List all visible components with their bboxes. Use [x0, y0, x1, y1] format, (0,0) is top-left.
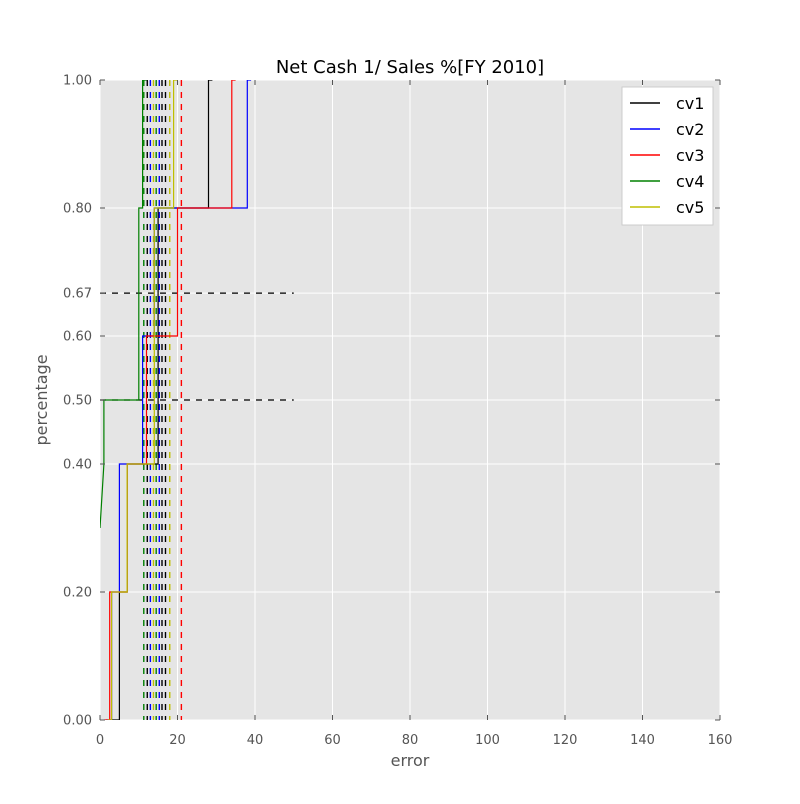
x-tick-label: 80 [402, 733, 419, 748]
data-layer [100, 80, 294, 720]
x-tick-label: 20 [169, 733, 186, 748]
legend-label-cv5: cv5 [676, 198, 704, 217]
y-tick-label: 1.00 [63, 74, 92, 89]
x-tick-label: 40 [247, 733, 264, 748]
x-tick-label: 60 [324, 733, 341, 748]
y-tick-label: 0.40 [63, 458, 92, 473]
legend-label-cv3: cv3 [676, 146, 704, 165]
x-tick-label: 160 [708, 733, 733, 748]
x-tick-label: 120 [553, 733, 578, 748]
y-tick-label: 0.00 [63, 714, 92, 729]
legend: cv1 cv2 cv3 cv4 cv5 [621, 86, 714, 226]
x-tick-label: 0 [96, 733, 104, 748]
legend-label-cv2: cv2 [676, 120, 704, 139]
chart-title: Net Cash 1/ Sales %[FY 2010] [276, 57, 544, 78]
axes: 0 20 40 60 80 100 120 140 160 0.00 0.20 0.40 0.50 0.6… [63, 74, 732, 749]
series-line-cv5 [107, 80, 178, 720]
y-tick-label: 0.80 [63, 202, 92, 217]
y-axis-label: percentage [32, 354, 51, 445]
legend-label-cv4: cv4 [676, 172, 704, 191]
y-tick-label: 0.50 [63, 394, 92, 409]
x-tick-label: 100 [475, 733, 500, 748]
series-line-cv3 [103, 80, 236, 720]
x-tick-label: 140 [630, 733, 655, 748]
y-tick-label: 0.20 [63, 586, 92, 601]
legend-box [621, 86, 714, 226]
x-axis-label: error [391, 751, 430, 770]
series-line-cv4 [100, 80, 147, 529]
y-tick-label: 0.60 [63, 330, 92, 345]
legend-label-cv1: cv1 [676, 94, 704, 113]
y-tick-label: 0.67 [63, 287, 92, 302]
